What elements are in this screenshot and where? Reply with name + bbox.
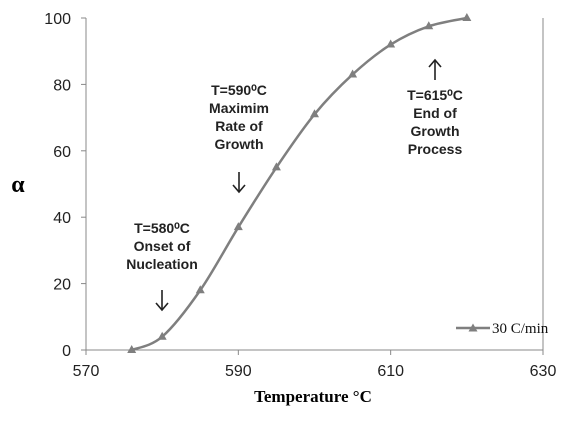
legend: 30 C/min xyxy=(456,321,549,337)
annotation-line: Maximim xyxy=(209,100,269,116)
data-point xyxy=(157,331,167,340)
annotation-line: T=615⁰C xyxy=(407,87,463,103)
legend-marker-icon xyxy=(468,323,478,332)
arrow-up-icon xyxy=(428,58,442,80)
data-point xyxy=(195,285,205,294)
arrow-down-icon xyxy=(155,290,169,312)
x-tick-label: 570 xyxy=(73,363,100,380)
y-tick-label: 60 xyxy=(53,144,71,161)
data-point xyxy=(127,345,137,353)
annotation-line: Process xyxy=(408,141,463,157)
x-tick-labels: 570 590 610 630 xyxy=(73,350,557,380)
annotation: T=580⁰C Onset of Nucleation xyxy=(126,220,198,312)
legend-label: 30 C/min xyxy=(492,321,549,337)
annotation-line: T=580⁰C xyxy=(134,220,190,236)
y-tick-label: 0 xyxy=(62,343,71,360)
x-tick-label: 630 xyxy=(530,363,557,380)
data-point xyxy=(310,109,319,118)
x-tick-label: 610 xyxy=(377,363,404,380)
series-line xyxy=(131,16,468,352)
y-tick-label: 80 xyxy=(53,77,71,94)
data-point xyxy=(386,39,396,48)
annotations: T=580⁰C Onset of Nucleation T=590⁰C Maximim R… xyxy=(126,58,463,312)
annotation-line: End of xyxy=(413,105,457,121)
data-point xyxy=(424,21,434,30)
data-point xyxy=(271,162,281,171)
y-tick-labels: 0 20 40 60 80 100 xyxy=(44,11,86,360)
annotation-line: Growth xyxy=(215,136,264,152)
annotation: T=590⁰C Maximim Rate of Growth xyxy=(209,82,269,194)
annotation-line: Onset of xyxy=(134,238,191,254)
data-point xyxy=(233,222,243,231)
plot-area xyxy=(85,18,544,351)
annotation: T=615⁰C End of Growth Process xyxy=(407,58,463,157)
y-tick-label: 100 xyxy=(44,11,71,28)
x-axis-title: Temperature °C xyxy=(254,387,372,406)
y-tick-label: 40 xyxy=(53,210,71,227)
arrow-down-icon xyxy=(232,172,246,194)
annotation-line: Rate of xyxy=(215,118,263,134)
data-point xyxy=(348,69,358,78)
annotation-line: Growth xyxy=(411,123,460,139)
series-group xyxy=(127,13,472,353)
annotation-line: T=590⁰C xyxy=(211,82,267,98)
annotation-line: Nucleation xyxy=(126,256,198,272)
y-tick-label: 20 xyxy=(53,277,71,294)
x-tick-label: 590 xyxy=(225,363,252,380)
data-point xyxy=(462,13,472,21)
y-axis-title: α xyxy=(11,172,25,198)
